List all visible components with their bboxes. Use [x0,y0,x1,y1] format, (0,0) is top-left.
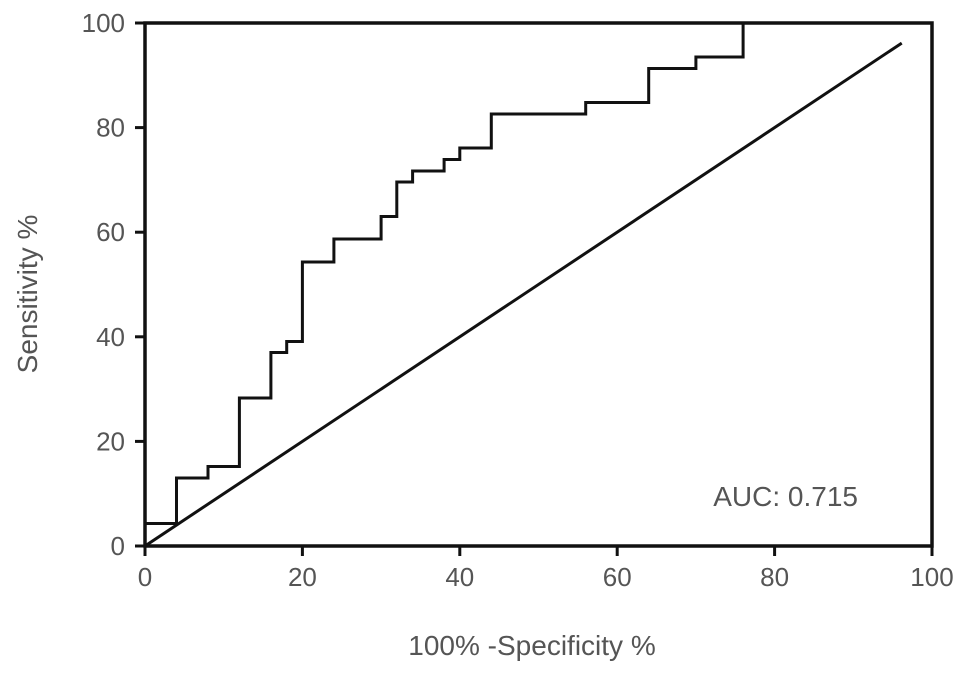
y-tick-label: 40 [96,322,125,352]
plot-frame [143,21,934,548]
y-tick-label: 20 [96,426,125,456]
axis-ticks: 0 20 40 60 80 100 0 20 40 60 80 100 [82,8,954,592]
x-tick-label: 60 [603,562,632,592]
y-tick-label: 0 [111,531,125,561]
x-axis-label: 100% -Specificity % [408,630,655,661]
reference-diagonal-line [142,41,903,549]
x-tick-label: 20 [288,562,317,592]
y-tick-label: 100 [82,8,125,38]
auc-annotation: AUC: 0.715 [713,481,858,512]
y-tick-label: 80 [96,113,125,143]
x-tick-label: 80 [760,562,789,592]
y-tick-label: 60 [96,217,125,247]
y-axis-label: Sensitivity % [12,215,43,374]
roc-curve-line [143,21,745,548]
x-tick-label: 100 [910,562,953,592]
x-tick-label: 40 [445,562,474,592]
x-tick-label: 0 [138,562,152,592]
plot-area [142,21,934,549]
